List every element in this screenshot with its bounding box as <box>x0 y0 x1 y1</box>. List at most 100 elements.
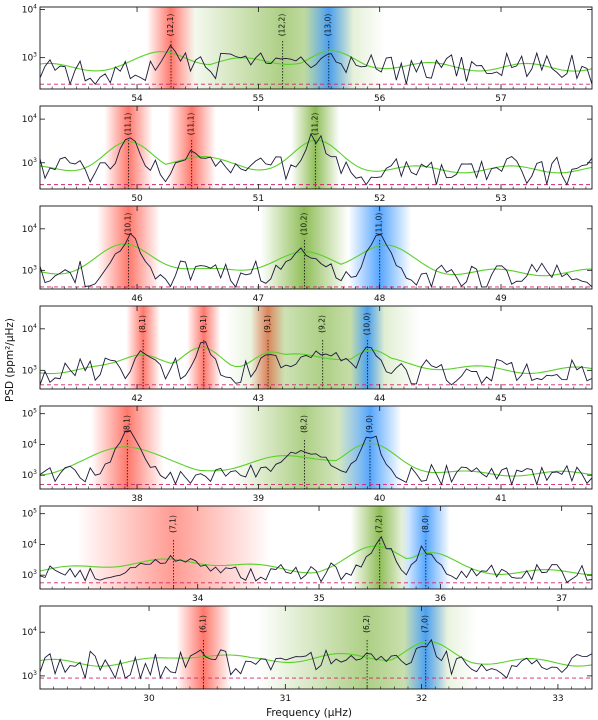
psd-spectrum-line <box>40 132 592 186</box>
x-tick-label: 39 <box>253 494 265 504</box>
mode-label: (9,1) <box>263 315 272 333</box>
x-tick-label: 36 <box>435 594 447 604</box>
panel-4-plot-area <box>40 306 592 389</box>
mode-label: (7,2) <box>375 515 384 533</box>
y-tick-label: 103 <box>22 157 37 169</box>
x-tick-label: 55 <box>253 94 264 104</box>
panel-6-plot-area <box>40 506 592 589</box>
panel-frame <box>39 6 593 90</box>
x-tick-label: 53 <box>495 194 506 204</box>
smoothed-spectrum-line <box>40 139 592 174</box>
panel-7: (6,1) (6,2) (7,0) 30 31 32 33 103 104 <box>22 605 593 704</box>
x-tick-label: 33 <box>552 694 563 704</box>
mode-label: (10,1) <box>124 213 133 236</box>
panel-frame <box>39 205 593 290</box>
mode-label: (9,1) <box>199 315 208 333</box>
psd-spectrum-line <box>40 232 592 289</box>
panel-1: (12,1) (12,2) (13,0) 54 55 56 57 103 104 <box>22 3 593 104</box>
mode-label: (7,0) <box>421 615 430 633</box>
x-tick-label: 47 <box>253 294 264 304</box>
x-tick-label: 57 <box>495 94 506 104</box>
mode-label: (10,0) <box>363 313 372 336</box>
y-tick-label: 104 <box>22 323 37 335</box>
mode-label: (10,2) <box>299 213 308 236</box>
y-tick-label: 105 <box>22 508 37 520</box>
panel-7-plot-area <box>40 606 592 689</box>
x-tick-label: 52 <box>374 194 385 204</box>
psd-spectrum-line <box>40 430 592 486</box>
panel-2-plot-area <box>40 106 592 189</box>
panel-2: (11,1) (11,1) (11,2) 50 51 52 53 103 104 <box>22 105 593 204</box>
y-tick-label: 104 <box>22 626 37 638</box>
panel-3-plot-area <box>40 206 592 289</box>
mode-label: (12,1) <box>166 14 175 37</box>
y-tick-label: 105 <box>22 408 37 420</box>
panel-5: (8,1) (8,2) (9,0) 38 39 40 41 103 104 105 <box>22 405 593 504</box>
x-tick-label: 51 <box>253 194 264 204</box>
x-tick-label: 46 <box>131 294 143 304</box>
smoothed-spectrum-line <box>40 640 592 667</box>
smoothed-spectrum-line <box>40 545 592 576</box>
x-tick-label: 54 <box>131 94 143 104</box>
mode-label: (13,0) <box>324 14 333 37</box>
mode-label: (9,0) <box>365 415 374 433</box>
x-tick-label: 42 <box>131 394 142 404</box>
x-tick-label: 49 <box>495 294 507 304</box>
smoothed-spectrum-line <box>40 243 592 277</box>
x-axis-label: Frequency (μHz) <box>266 707 352 719</box>
x-tick-label: 48 <box>374 294 386 304</box>
y-tick-label: 104 <box>22 3 37 15</box>
panel-frame <box>39 505 593 590</box>
panel-frame <box>39 605 593 690</box>
x-tick-label: 56 <box>374 94 386 104</box>
psd-spectrum-line <box>40 535 592 584</box>
y-tick-label: 104 <box>22 538 37 550</box>
panel-1-plot-area <box>40 7 592 89</box>
mode-label: (11,1) <box>124 113 133 136</box>
y-axis-label: PSD (ppm²/μHz) <box>4 318 16 402</box>
panel-5-plot-area <box>40 406 592 489</box>
x-tick-label: 31 <box>280 694 291 704</box>
panel-frame <box>39 105 593 190</box>
x-tick-label: 50 <box>131 194 143 204</box>
x-tick-label: 32 <box>416 694 427 704</box>
psd-spectrum-line <box>40 341 592 386</box>
psd-spectrum-line <box>40 638 592 680</box>
smoothed-spectrum-line <box>40 50 592 72</box>
mode-label: (6,2) <box>362 615 371 633</box>
psd-spectrum-line <box>40 44 592 86</box>
y-tick-label: 103 <box>22 52 37 64</box>
y-tick-label: 103 <box>22 670 37 682</box>
mode-label: (6,1) <box>199 615 208 633</box>
x-tick-label: 30 <box>143 694 155 704</box>
y-tick-label: 103 <box>22 364 37 376</box>
mode-label: (8,1) <box>122 415 131 433</box>
mode-label: (11,2) <box>310 113 319 136</box>
mode-label: (11,1) <box>187 113 196 136</box>
mode-label: (7,1) <box>168 515 177 533</box>
smoothed-spectrum-line <box>40 442 592 477</box>
mode-label: (9,2) <box>318 315 327 333</box>
mode-label: (8,2) <box>299 415 308 433</box>
y-tick-label: 103 <box>22 569 37 581</box>
y-tick-label: 103 <box>22 264 37 276</box>
x-tick-label: 34 <box>192 594 204 604</box>
x-tick-label: 37 <box>556 594 567 604</box>
panel-frame <box>39 305 593 390</box>
y-tick-label: 104 <box>22 438 37 450</box>
y-tick-label: 104 <box>22 113 37 125</box>
mode-label: (11,0) <box>375 213 384 236</box>
x-tick-label: 44 <box>374 394 386 404</box>
y-tick-label: 103 <box>22 469 37 481</box>
panel-3: (10,1) (10,2) (11,0) 46 47 48 49 103 104 <box>22 205 593 304</box>
panel-frame <box>39 405 593 490</box>
x-tick-label: 35 <box>313 594 324 604</box>
mode-label: (8,1) <box>138 315 147 333</box>
mode-label: (8,0) <box>421 515 430 533</box>
panel-6: (7,1) (7,2) (8,0) 34 35 36 37 103 104 105 <box>22 505 593 604</box>
x-tick-label: 40 <box>374 494 386 504</box>
x-tick-label: 41 <box>495 494 506 504</box>
x-tick-label: 38 <box>131 494 143 504</box>
